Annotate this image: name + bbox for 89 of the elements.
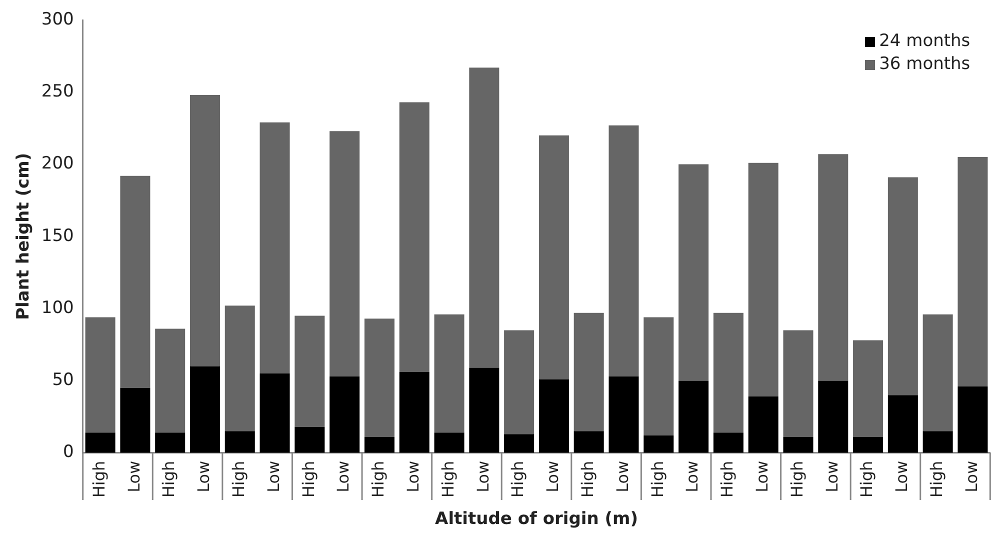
x-tick-label: High <box>857 460 876 498</box>
x-tick-label: Low <box>334 460 353 492</box>
bar <box>748 162 778 397</box>
bar <box>608 125 639 376</box>
x-axis-title: Altitude of origin (m) <box>435 509 638 530</box>
bar <box>922 314 953 432</box>
bar <box>85 317 116 433</box>
bar <box>224 306 255 432</box>
y-tick-label: 200 <box>41 154 74 174</box>
y-tick-label: 150 <box>41 226 74 246</box>
bar <box>713 432 744 453</box>
bar <box>434 432 464 453</box>
bar <box>958 386 988 453</box>
bar <box>294 426 325 453</box>
y-axis-title: Plant height (cm) <box>14 152 34 320</box>
y-tick-label: 100 <box>41 298 74 318</box>
bar <box>783 436 814 453</box>
bar <box>783 330 814 437</box>
bar <box>399 372 430 453</box>
bar <box>538 379 569 453</box>
legend-label: 24 months <box>879 30 970 53</box>
y-tick-label: 250 <box>41 82 74 102</box>
bar <box>922 431 953 453</box>
x-tick-label: High <box>578 460 598 498</box>
bar <box>678 380 709 453</box>
bar <box>190 95 220 366</box>
x-tick-label: Low <box>822 460 842 492</box>
bar <box>644 436 674 453</box>
bar <box>155 328 186 433</box>
bar <box>504 434 534 453</box>
x-tick-label: High <box>298 460 318 498</box>
x-tick-label: High <box>508 460 528 498</box>
x-tick-label: Low <box>892 460 912 492</box>
bar <box>190 366 220 453</box>
bar <box>818 380 848 453</box>
x-tick-label: Low <box>194 460 214 492</box>
bar <box>260 122 290 374</box>
bar <box>224 431 255 453</box>
bar <box>818 154 848 381</box>
bar <box>364 318 394 437</box>
bar <box>888 395 918 453</box>
x-tick-label: Low <box>124 460 144 492</box>
bar <box>330 376 360 453</box>
bar <box>713 312 744 433</box>
bar <box>853 340 884 437</box>
x-tick-label: High <box>718 460 737 498</box>
bar <box>434 314 464 433</box>
x-tick-label: High <box>368 460 388 498</box>
bar <box>748 396 778 453</box>
x-tick-label: High <box>787 460 806 498</box>
bar <box>399 102 430 372</box>
bar <box>120 388 150 453</box>
bar <box>330 131 360 376</box>
bar <box>469 68 500 368</box>
y-tick-label: 0 <box>63 442 74 462</box>
bar <box>260 373 290 453</box>
x-tick-label: High <box>648 460 667 498</box>
bar <box>644 317 674 436</box>
x-tick-label: Low <box>752 460 772 492</box>
y-tick-label: 300 <box>41 9 74 30</box>
bar <box>608 376 639 453</box>
bar <box>85 432 116 453</box>
x-tick-label: High <box>229 460 248 498</box>
x-tick-label: High <box>89 460 108 498</box>
bar <box>678 164 709 381</box>
y-tick-label: 50 <box>52 370 74 390</box>
x-tick-label: Low <box>612 460 632 492</box>
bar <box>538 135 569 380</box>
x-tick-label: Low <box>682 460 702 492</box>
bar <box>120 176 150 388</box>
legend-label: 36 months <box>879 53 970 76</box>
x-tick-label: High <box>159 460 178 498</box>
bar <box>958 157 988 386</box>
x-tick-label: Low <box>962 460 981 492</box>
bar <box>574 312 604 432</box>
x-tick-label: Low <box>404 460 423 492</box>
x-tick-label: High <box>926 460 946 498</box>
bar <box>364 436 394 453</box>
bar <box>888 177 918 396</box>
bar <box>504 330 534 434</box>
bar <box>155 432 186 453</box>
x-tick-label: High <box>438 460 458 498</box>
bar <box>574 431 604 453</box>
bar <box>469 368 500 453</box>
x-tick-label: Low <box>543 460 562 492</box>
bar <box>853 436 884 453</box>
bar <box>294 316 325 427</box>
x-tick-label: Low <box>264 460 283 492</box>
x-tick-label: Low <box>473 460 492 492</box>
